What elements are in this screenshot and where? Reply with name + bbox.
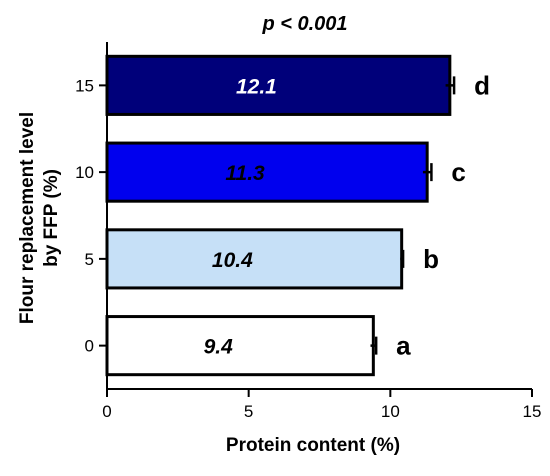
x-tick-label-15: 15 <box>523 402 542 421</box>
y-tick-label-5: 5 <box>85 250 94 269</box>
significance-letter-10: c <box>451 157 465 187</box>
bar-value-label-0: 9.4 <box>204 336 234 359</box>
bar-value-label-15: 12.1 <box>236 75 277 98</box>
y-axis-title-line1: Flour replacement level <box>17 112 38 324</box>
y-tick-label-10: 10 <box>75 163 94 182</box>
significance-letter-0: a <box>396 331 411 361</box>
y-ticks: 0 5 10 15 <box>75 76 107 356</box>
bar-0 <box>105 315 375 377</box>
chart-title: p < 0.001 <box>261 13 347 35</box>
x-axis-title: Protein content (%) <box>226 435 400 456</box>
x-tick-label-0: 0 <box>102 402 111 421</box>
bar-value-label-5: 10.4 <box>212 249 253 272</box>
x-tick-label-5: 5 <box>244 402 253 421</box>
bar-15 <box>105 54 452 116</box>
y-axis-title-line2: by FFP (%) <box>41 169 62 267</box>
significance-letter-5: b <box>423 244 439 274</box>
significance-letter-15: d <box>474 70 490 100</box>
y-tick-label-15: 15 <box>75 76 94 95</box>
bars-layer: 9.4 a 10.4 b 11.3 c 12.1 d <box>105 54 490 377</box>
bar-10 <box>105 141 429 203</box>
bar-value-label-10: 11.3 <box>225 162 265 185</box>
bar-5 <box>105 228 404 290</box>
y-tick-label-0: 0 <box>85 337 94 356</box>
x-tick-label-10: 10 <box>381 402 400 421</box>
x-ticks: 0 5 10 15 <box>102 389 541 421</box>
